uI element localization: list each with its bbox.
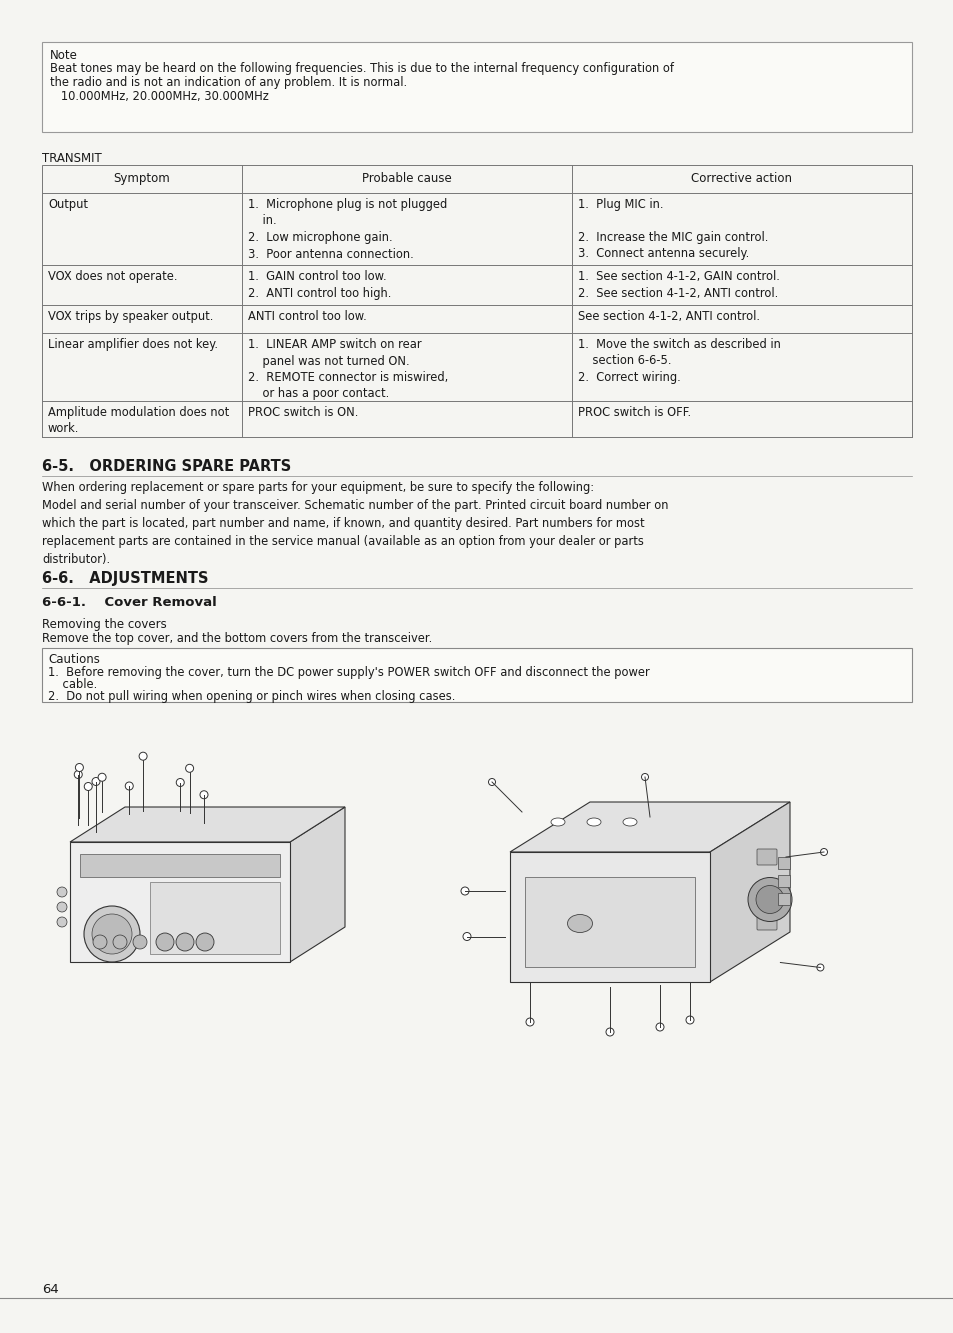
Circle shape	[84, 906, 140, 962]
Polygon shape	[290, 806, 345, 962]
Text: See section 4-1-2, ANTI control.: See section 4-1-2, ANTI control.	[578, 311, 760, 323]
Circle shape	[460, 886, 469, 894]
Circle shape	[112, 934, 127, 949]
Circle shape	[462, 933, 471, 941]
Circle shape	[57, 886, 67, 897]
Text: Remove the top cover, and the bottom covers from the transceiver.: Remove the top cover, and the bottom cov…	[42, 632, 432, 645]
Circle shape	[75, 764, 83, 772]
Text: Output: Output	[48, 199, 88, 211]
Text: 6-6-1.    Cover Removal: 6-6-1. Cover Removal	[42, 596, 216, 609]
Polygon shape	[524, 877, 695, 966]
Circle shape	[820, 849, 826, 856]
Text: Linear amplifier does not key.: Linear amplifier does not key.	[48, 339, 218, 351]
Text: 1.  Plug MIC in.

2.  Increase the MIC gain control.
3.  Connect antenna securel: 1. Plug MIC in. 2. Increase the MIC gain…	[578, 199, 767, 260]
FancyBboxPatch shape	[757, 914, 776, 930]
Circle shape	[488, 778, 495, 785]
Text: PROC switch is OFF.: PROC switch is OFF.	[578, 407, 690, 419]
Text: VOX does not operate.: VOX does not operate.	[48, 271, 177, 283]
Text: 1.  GAIN control too low.
2.  ANTI control too high.: 1. GAIN control too low. 2. ANTI control…	[248, 271, 391, 300]
Circle shape	[91, 785, 100, 793]
Text: Cautions: Cautions	[48, 653, 100, 666]
Bar	[42, 43, 911, 132]
Circle shape	[656, 1022, 663, 1030]
Bar	[42, 648, 911, 702]
Circle shape	[57, 917, 67, 926]
Polygon shape	[70, 806, 345, 842]
Circle shape	[640, 773, 648, 781]
Polygon shape	[510, 852, 709, 982]
Circle shape	[156, 933, 173, 950]
Polygon shape	[709, 802, 789, 982]
Circle shape	[816, 964, 823, 970]
Ellipse shape	[551, 818, 564, 826]
Text: 1.  LINEAR AMP switch on rear
    panel was not turned ON.
2.  REMOTE connector : 1. LINEAR AMP switch on rear panel was n…	[248, 339, 448, 400]
Circle shape	[175, 933, 193, 950]
Text: ANTI control too low.: ANTI control too low.	[248, 311, 366, 323]
Circle shape	[200, 790, 208, 798]
Bar	[778, 857, 789, 869]
Text: Corrective action: Corrective action	[691, 172, 792, 185]
Text: 1.  See section 4-1-2, GAIN control.
2.  See section 4-1-2, ANTI control.: 1. See section 4-1-2, GAIN control. 2. S…	[578, 271, 779, 300]
Circle shape	[186, 764, 193, 772]
Text: Probable cause: Probable cause	[362, 172, 452, 185]
Circle shape	[195, 933, 213, 950]
Text: When ordering replacement or spare parts for your equipment, be sure to specify : When ordering replacement or spare parts…	[42, 481, 668, 567]
Text: 1.  Move the switch as described in
    section 6-6-5.
2.  Correct wiring.: 1. Move the switch as described in secti…	[578, 339, 781, 384]
Text: PROC switch is ON.: PROC switch is ON.	[248, 407, 358, 419]
Text: 1.  Microphone plug is not plugged
    in.
2.  Low microphone gain.
3.  Poor ant: 1. Microphone plug is not plugged in. 2.…	[248, 199, 447, 260]
Text: the radio and is not an indication of any problem. It is normal.: the radio and is not an indication of an…	[50, 76, 407, 89]
Polygon shape	[70, 842, 290, 962]
Circle shape	[176, 772, 184, 780]
Circle shape	[92, 934, 107, 949]
Circle shape	[132, 934, 147, 949]
Circle shape	[91, 914, 132, 954]
Text: 6-5.   ORDERING SPARE PARTS: 6-5. ORDERING SPARE PARTS	[42, 459, 291, 475]
Text: TRANSMIT: TRANSMIT	[42, 152, 102, 165]
Circle shape	[98, 773, 106, 781]
Bar	[778, 893, 789, 905]
Bar	[42, 165, 911, 193]
Text: Removing the covers: Removing the covers	[42, 619, 167, 631]
Ellipse shape	[622, 818, 637, 826]
Circle shape	[139, 752, 147, 760]
Text: 2.  Do not pull wiring when opening or pinch wires when closing cases.: 2. Do not pull wiring when opening or pi…	[48, 690, 455, 702]
Ellipse shape	[586, 818, 600, 826]
Circle shape	[747, 877, 791, 921]
Polygon shape	[510, 802, 789, 852]
Text: 1.  Before removing the cover, turn the DC power supply's POWER switch OFF and d: 1. Before removing the cover, turn the D…	[48, 666, 649, 678]
Circle shape	[84, 782, 92, 790]
Text: Symptom: Symptom	[113, 172, 171, 185]
Text: 10.000MHz, 20.000MHz, 30.000MHz: 10.000MHz, 20.000MHz, 30.000MHz	[50, 91, 269, 103]
Circle shape	[755, 885, 783, 913]
Circle shape	[525, 1018, 534, 1026]
Polygon shape	[80, 854, 280, 877]
Circle shape	[605, 1028, 614, 1036]
Text: Note: Note	[50, 49, 78, 63]
Circle shape	[125, 768, 133, 776]
Polygon shape	[150, 882, 280, 954]
Text: cable.: cable.	[48, 678, 97, 690]
Text: Beat tones may be heard on the following frequencies. This is due to the interna: Beat tones may be heard on the following…	[50, 63, 673, 75]
Circle shape	[74, 793, 82, 801]
Text: Amplitude modulation does not
work.: Amplitude modulation does not work.	[48, 407, 229, 436]
Bar	[778, 874, 789, 886]
Circle shape	[685, 1016, 693, 1024]
FancyBboxPatch shape	[757, 849, 776, 865]
Text: 6-6.   ADJUSTMENTS: 6-6. ADJUSTMENTS	[42, 571, 209, 587]
FancyBboxPatch shape	[757, 881, 776, 897]
Text: 64: 64	[42, 1282, 59, 1296]
Circle shape	[57, 902, 67, 912]
Text: VOX trips by speaker output.: VOX trips by speaker output.	[48, 311, 213, 323]
Ellipse shape	[567, 914, 592, 933]
